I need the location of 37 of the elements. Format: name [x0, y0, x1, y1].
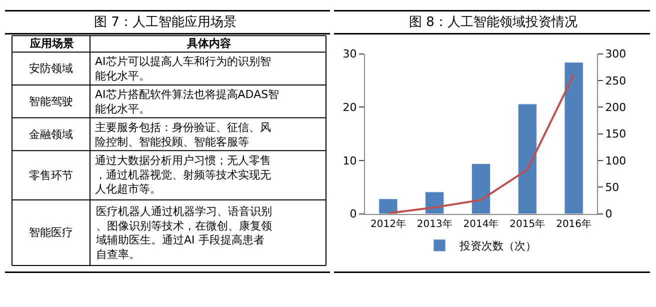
text: 医疗机器人通过机器学习、语音识别、图像识别等技术，在微创、康复领域辅助医生。通过AI 手段提高患者自查率。: [95, 205, 272, 261]
y2-tick-label: 300: [605, 48, 626, 61]
x-tick-label: 2015年: [510, 218, 546, 230]
text: 通过大数据分析用户习惯；无人零售，通过机器视觉、射频等技术实现无人化超市等。: [95, 154, 271, 196]
text: 金融领域: [29, 128, 73, 141]
text: 智能驾驶: [29, 95, 73, 108]
bar: [564, 62, 584, 214]
bar: [518, 104, 537, 214]
text: 零售环节: [29, 169, 73, 182]
text: 具体内容: [186, 37, 231, 50]
y2-tick-label: 150: [605, 128, 626, 141]
y2-tick-label: 50: [605, 181, 620, 194]
x-tick-label: 2016年: [556, 218, 592, 230]
y2-tick-label: 200: [605, 101, 626, 114]
text: 主要服务包括：身份验证、征信、风险控制、智能投顾、智能客服等: [95, 121, 271, 148]
text: 图 7：人工智能应用场景: [94, 14, 236, 30]
x-tick-label: 2013年: [416, 218, 452, 230]
y2-tick-label: 0: [605, 208, 612, 221]
y-tick-label: 20: [342, 101, 357, 114]
text: 应用场景: [29, 37, 74, 50]
line-series: [387, 74, 575, 214]
text: 智能医疗: [29, 226, 73, 239]
bar: [425, 192, 444, 214]
text: AI芯片搭配软件算法也将提高ADAS智能化水平。: [95, 88, 280, 116]
bar: [471, 163, 491, 214]
x-tick-label: 2012年: [370, 218, 406, 230]
y2-tick-label: 250: [605, 74, 626, 88]
text: 安防领域: [29, 62, 73, 75]
y-tick-label: 30: [342, 48, 357, 61]
legend-label: 投资次数（次）: [458, 240, 536, 253]
chart-title: 图 8：人工智能领域投资情况: [409, 15, 578, 30]
y-tick-label: 10: [342, 154, 357, 168]
text: AI芯片可以提高人车和行为的识别智能化水平。: [95, 55, 271, 82]
bar: [378, 198, 398, 214]
y2-tick-label: 100: [605, 154, 626, 168]
x-tick-label: 2014年: [463, 218, 499, 230]
y-tick-label: 0: [350, 208, 357, 221]
